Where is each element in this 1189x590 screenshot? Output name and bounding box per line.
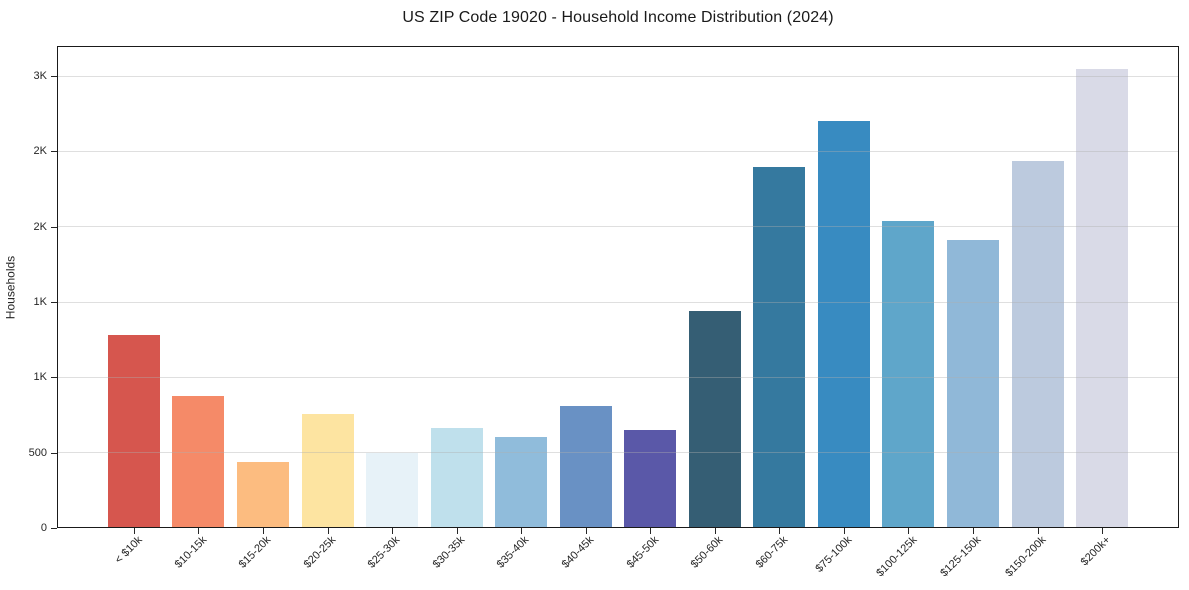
- y-tick-mark: [51, 151, 57, 153]
- y-tick-label: 500: [28, 446, 47, 459]
- x-tick-mark: [262, 528, 264, 534]
- x-tick-mark: [779, 528, 781, 534]
- x-tick-mark: [650, 528, 652, 534]
- y-tick-label: 1K: [33, 371, 47, 384]
- y-tick-mark: [51, 377, 57, 379]
- x-tick-mark: [456, 528, 458, 534]
- chart-title: US ZIP Code 19020 - Household Income Dis…: [402, 9, 834, 26]
- bar-$35-40k: [495, 436, 548, 527]
- gridline: [58, 150, 1178, 152]
- x-tick-label: $20-25k: [301, 534, 339, 571]
- y-tick-label: 1K: [33, 296, 47, 309]
- y-tick-mark: [51, 302, 57, 304]
- x-tick-mark: [198, 528, 200, 534]
- x-tick-mark: [327, 528, 329, 534]
- bar-$25-30k: [366, 452, 419, 527]
- x-tick-mark: [714, 528, 716, 534]
- x-tick-mark: [1037, 528, 1039, 534]
- x-tick-mark: [973, 528, 975, 534]
- gridline: [58, 452, 1178, 454]
- x-tick-label: $100-125k: [873, 534, 919, 580]
- x-tick-mark: [392, 528, 394, 534]
- y-tick-mark: [51, 452, 57, 454]
- x-tick-mark: [521, 528, 523, 534]
- bar-$45-50k: [624, 430, 677, 527]
- gridline: [58, 376, 1178, 378]
- x-tick-mark: [585, 528, 587, 534]
- x-tick-mark: [133, 528, 135, 534]
- y-axis-label: Households: [3, 255, 18, 320]
- gridline: [58, 301, 1178, 303]
- x-tick-label: $25-30k: [365, 534, 403, 571]
- x-tick-mark: [908, 528, 910, 534]
- y-tick-label: 0: [40, 522, 47, 534]
- bar-$100-125k: [882, 220, 935, 527]
- gridline: [58, 226, 1178, 228]
- bar-< $10k: [107, 335, 160, 527]
- y-tick-mark: [51, 528, 57, 529]
- y-tick-mark: [51, 76, 57, 78]
- x-tick-label: $30-35k: [430, 534, 468, 571]
- bar-$15-20k: [236, 461, 289, 527]
- bar-$30-35k: [430, 427, 483, 527]
- x-tick-mark: [843, 528, 845, 534]
- bar-$150-200k: [1011, 161, 1064, 527]
- bar-$40-45k: [559, 405, 612, 527]
- x-tick-label: $10-15k: [172, 534, 209, 571]
- y-tick-mark: [51, 226, 57, 228]
- x-tick-label: $50-60k: [688, 534, 726, 571]
- x-tick-label: $35-40k: [495, 534, 532, 571]
- bar-$50-60k: [688, 311, 741, 527]
- x-tick-mark: [1102, 528, 1104, 534]
- x-tick-label: $125-150k: [938, 534, 984, 580]
- bar-$60-75k: [753, 167, 806, 527]
- x-tick-label: $15-20k: [236, 534, 274, 571]
- bar-$200k+: [1076, 68, 1129, 527]
- y-tick-label: 3K: [33, 70, 47, 83]
- gridline: [58, 75, 1178, 77]
- x-tick-label: $150-200k: [1002, 534, 1049, 580]
- y-tick-label: 2K: [33, 220, 47, 233]
- x-tick-label: < $10k: [112, 534, 145, 567]
- y-tick-label: 2K: [33, 145, 47, 158]
- bar-$20-25k: [301, 414, 354, 527]
- x-tick-label: $200k+: [1078, 534, 1113, 569]
- bar-$10-15k: [172, 396, 225, 527]
- bar-$75-100k: [817, 120, 870, 527]
- x-tick-label: $60-75k: [753, 534, 790, 571]
- bar-$125-150k: [947, 239, 1000, 527]
- x-tick-label: $75-100k: [813, 534, 855, 575]
- x-tick-label: $45-50k: [624, 534, 661, 571]
- x-tick-label: $40-45k: [559, 534, 597, 571]
